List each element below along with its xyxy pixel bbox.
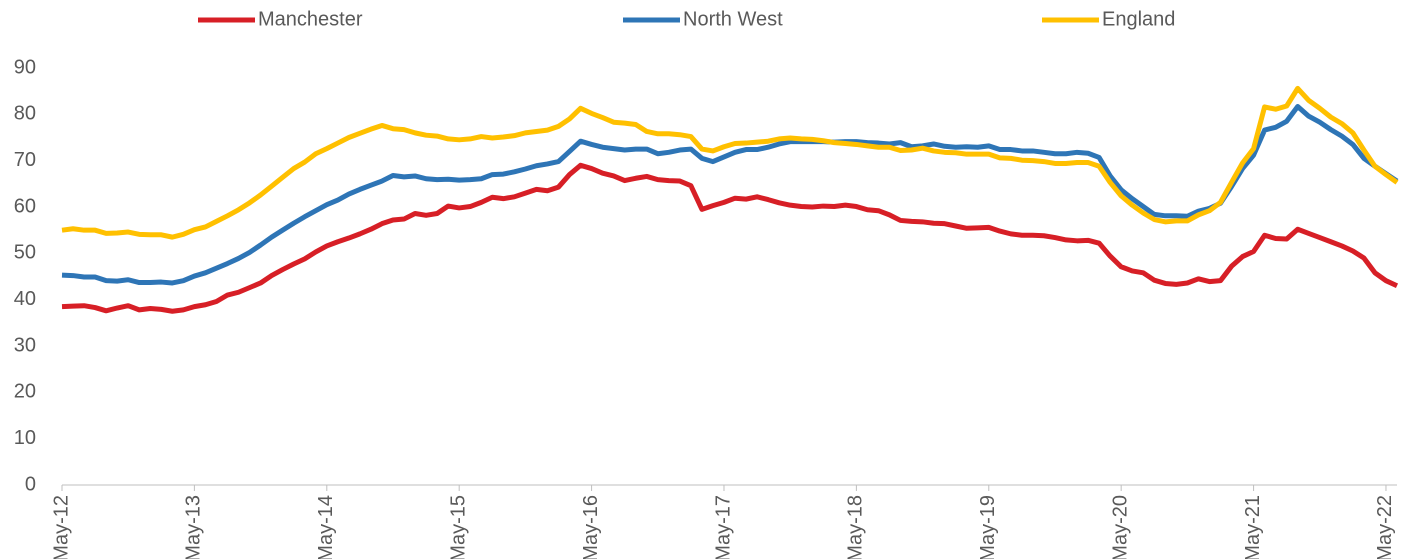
x-tick-label: May-19 (977, 495, 999, 559)
x-tick-label: May-20 (1109, 495, 1131, 559)
y-tick-label: 10 (14, 427, 36, 449)
x-tick-label: May-18 (845, 495, 867, 559)
y-tick-label: 20 (14, 381, 36, 403)
y-tick-label: 40 (14, 288, 36, 310)
line-series (61, 162, 1399, 314)
y-tick-label: 0 (25, 473, 36, 495)
legend-label: England (1102, 8, 1175, 30)
x-tick-label: May-15 (447, 495, 469, 559)
y-tick-label: 60 (14, 195, 36, 217)
line-series (61, 85, 1399, 240)
line-series (61, 103, 1399, 286)
y-tick-label: 70 (14, 149, 36, 171)
x-tick-label: May-14 (315, 495, 337, 559)
y-tick-label: 80 (14, 103, 36, 125)
x-tick-label: May-21 (1242, 495, 1264, 559)
y-tick-label: 50 (14, 242, 36, 264)
x-tick-label: May-12 (50, 495, 72, 559)
y-tick-label: 90 (14, 56, 36, 78)
legend-label: North West (683, 8, 783, 30)
x-tick-label: May-16 (580, 495, 602, 559)
y-tick-label: 30 (14, 334, 36, 356)
x-tick-label: May-13 (183, 495, 205, 559)
x-tick-label: May-22 (1374, 495, 1396, 559)
x-tick-label: May-17 (712, 495, 734, 559)
legend-label: Manchester (258, 8, 363, 30)
